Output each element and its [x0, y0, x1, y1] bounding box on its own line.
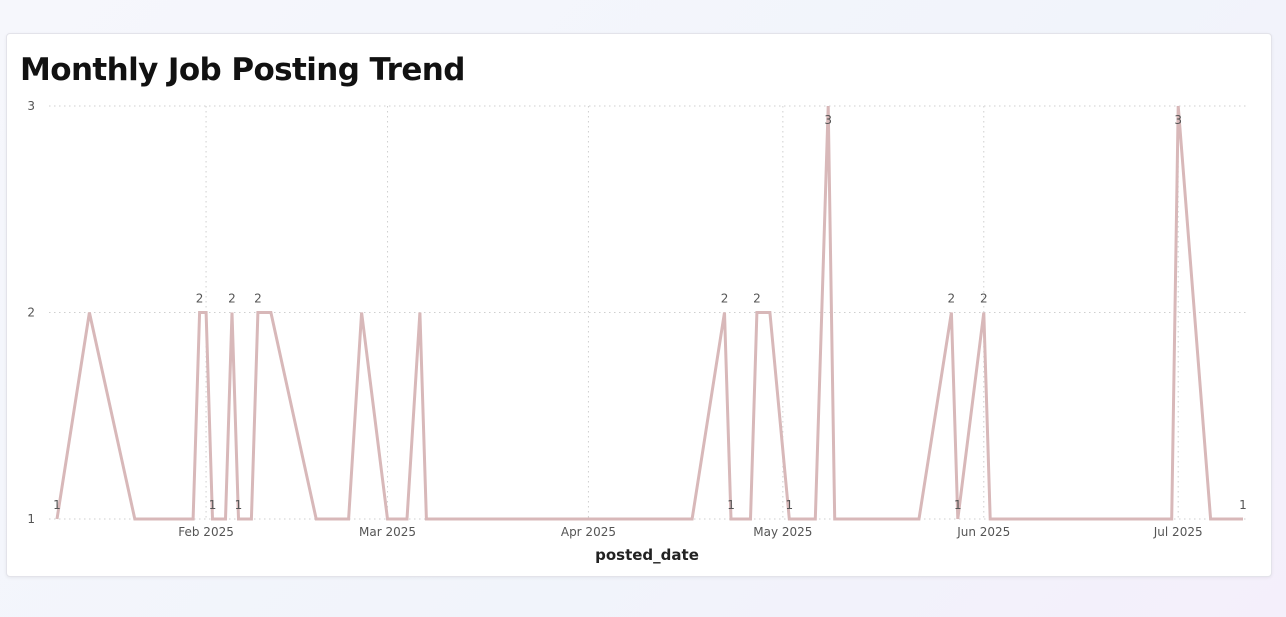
y-tick-label: 3	[27, 99, 35, 113]
x-tick-label: Apr 2025	[561, 525, 616, 539]
x-tick-label: May 2025	[753, 525, 812, 539]
x-tick-label: Mar 2025	[359, 525, 416, 539]
data-label: 2	[196, 292, 204, 306]
data-label: 1	[1239, 498, 1247, 512]
axes: 1 2 3 Feb 2025 Mar 2025 Apr 2025 May 2025 Jun 2…	[27, 99, 1202, 539]
data-label: 1	[954, 498, 962, 512]
data-label: 2	[721, 292, 729, 306]
data-label: 1	[727, 498, 735, 512]
series-line	[55, 105, 1243, 521]
chart-card: Monthly Job Posting Trend 1 2 3 Feb 2025 Mar…	[6, 33, 1272, 577]
data-label: 2	[753, 292, 761, 306]
y-tick-label: 2	[27, 306, 35, 320]
x-tick-label: Jul 2025	[1153, 525, 1203, 539]
data-label: 2	[980, 292, 988, 306]
gridlines	[49, 105, 1249, 520]
data-labels: 1 2 1 2 1 2 2 1 2 1 3 2 1 2 3 1	[53, 113, 1247, 512]
chart-title: Monthly Job Posting Trend	[20, 52, 465, 88]
data-label: 3	[1174, 113, 1182, 127]
data-label: 2	[254, 292, 262, 306]
series-polyline	[55, 105, 1243, 521]
data-label: 1	[209, 498, 217, 512]
x-tick-label: Jun 2025	[956, 525, 1010, 539]
data-label: 2	[948, 292, 956, 306]
y-tick-label: 1	[27, 512, 35, 526]
data-label: 1	[786, 498, 794, 512]
data-label: 1	[53, 498, 61, 512]
data-label: 1	[235, 498, 243, 512]
line-chart: 1 2 3 Feb 2025 Mar 2025 Apr 2025 May 2025 Jun 2…	[27, 99, 1249, 564]
x-axis-title: posted_date	[595, 546, 699, 564]
data-label: 3	[824, 113, 832, 127]
x-tick-label: Feb 2025	[178, 525, 234, 539]
data-label: 2	[228, 292, 236, 306]
